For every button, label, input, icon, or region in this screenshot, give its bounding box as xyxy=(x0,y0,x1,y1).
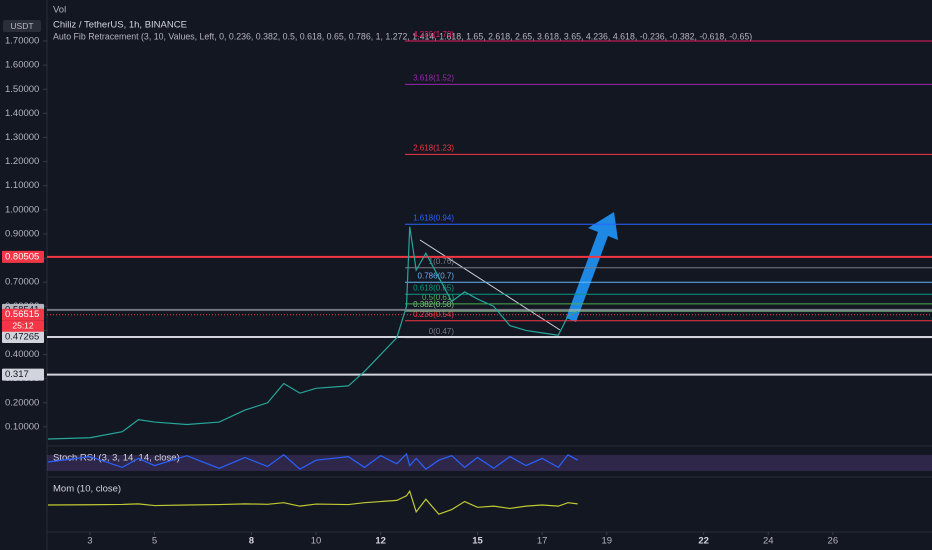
x-tick-label: 26 xyxy=(828,536,839,547)
price-badge xyxy=(2,331,44,344)
y-tick-label: 0.90000 xyxy=(5,228,39,239)
fib-label: 0.618(0.65) xyxy=(413,283,454,292)
price-badge xyxy=(2,250,44,263)
fib-label: 1.618(0.94) xyxy=(413,213,454,222)
stoch-band xyxy=(47,455,932,471)
mom-title: Mom (10, close) xyxy=(53,484,121,495)
fib-label: 1(0.76) xyxy=(429,257,455,266)
price-line xyxy=(47,226,578,440)
y-tick-label: 1.30000 xyxy=(5,132,39,143)
price-badge xyxy=(2,308,44,321)
x-tick-label: 15 xyxy=(472,536,483,547)
price-badge-label: 0.47265 xyxy=(5,332,39,343)
price-badge xyxy=(2,368,44,381)
y-tick-label: 0.10000 xyxy=(5,421,39,432)
fib-label: 0.786(0.7) xyxy=(418,271,455,280)
y-tick-label: 1.00000 xyxy=(5,204,39,215)
indicator: Auto Fib Retracement (3, 10, Values, Lef… xyxy=(53,31,752,41)
price-badge-label: 0.56515 xyxy=(5,309,39,320)
y-tick-label: 1.10000 xyxy=(5,180,39,191)
x-tick-label: 22 xyxy=(698,536,709,547)
countdown: 25:12 xyxy=(12,320,34,330)
y-tick-label: 1.40000 xyxy=(5,108,39,119)
price-badge-label: 0.80505 xyxy=(5,251,39,262)
x-tick-label: 10 xyxy=(311,536,322,547)
y-tick-label: 0.70000 xyxy=(5,277,39,288)
stoch-line xyxy=(47,452,578,470)
currency: USDT xyxy=(10,21,33,31)
fib-label: 0.382(0.58) xyxy=(413,300,454,309)
x-tick-label: 12 xyxy=(375,536,386,547)
fib-label: 0(0.47) xyxy=(429,327,455,336)
fib-label: 2.618(1.23) xyxy=(413,143,454,152)
currency-badge xyxy=(3,20,41,32)
y-tick-label: 0.20000 xyxy=(5,397,39,408)
stoch-title: Stoch RSI (3, 3, 14, 14, close) xyxy=(53,453,180,464)
price-badge-label: 0.317 xyxy=(5,369,29,380)
y-tick-label: 1.20000 xyxy=(5,156,39,167)
mom-line xyxy=(47,489,578,515)
x-tick-label: 8 xyxy=(249,536,254,547)
volume-label: Vol xyxy=(53,5,66,16)
x-tick-label: 24 xyxy=(763,536,774,547)
fib-label: 0.236(0.54) xyxy=(413,310,454,319)
y-tick-label: 1.70000 xyxy=(5,36,39,47)
fib-label: 3.618(1.52) xyxy=(413,74,454,83)
fib-label: 0.5(0.61) xyxy=(422,293,454,302)
fib-label: 4.236(1.70) xyxy=(413,30,454,39)
x-tick-label: 19 xyxy=(601,536,612,547)
x-tick-label: 5 xyxy=(152,536,157,547)
y-tick-label: 1.50000 xyxy=(5,84,39,95)
x-tick-label: 17 xyxy=(537,536,548,547)
symbol: Chiliz / TetherUS, 1h, BINANCE xyxy=(53,20,187,31)
x-tick-label: 3 xyxy=(87,536,92,547)
countdown-badge xyxy=(2,320,44,332)
y-tick-label: 0.40000 xyxy=(5,349,39,360)
y-tick-label: 1.60000 xyxy=(5,60,39,71)
